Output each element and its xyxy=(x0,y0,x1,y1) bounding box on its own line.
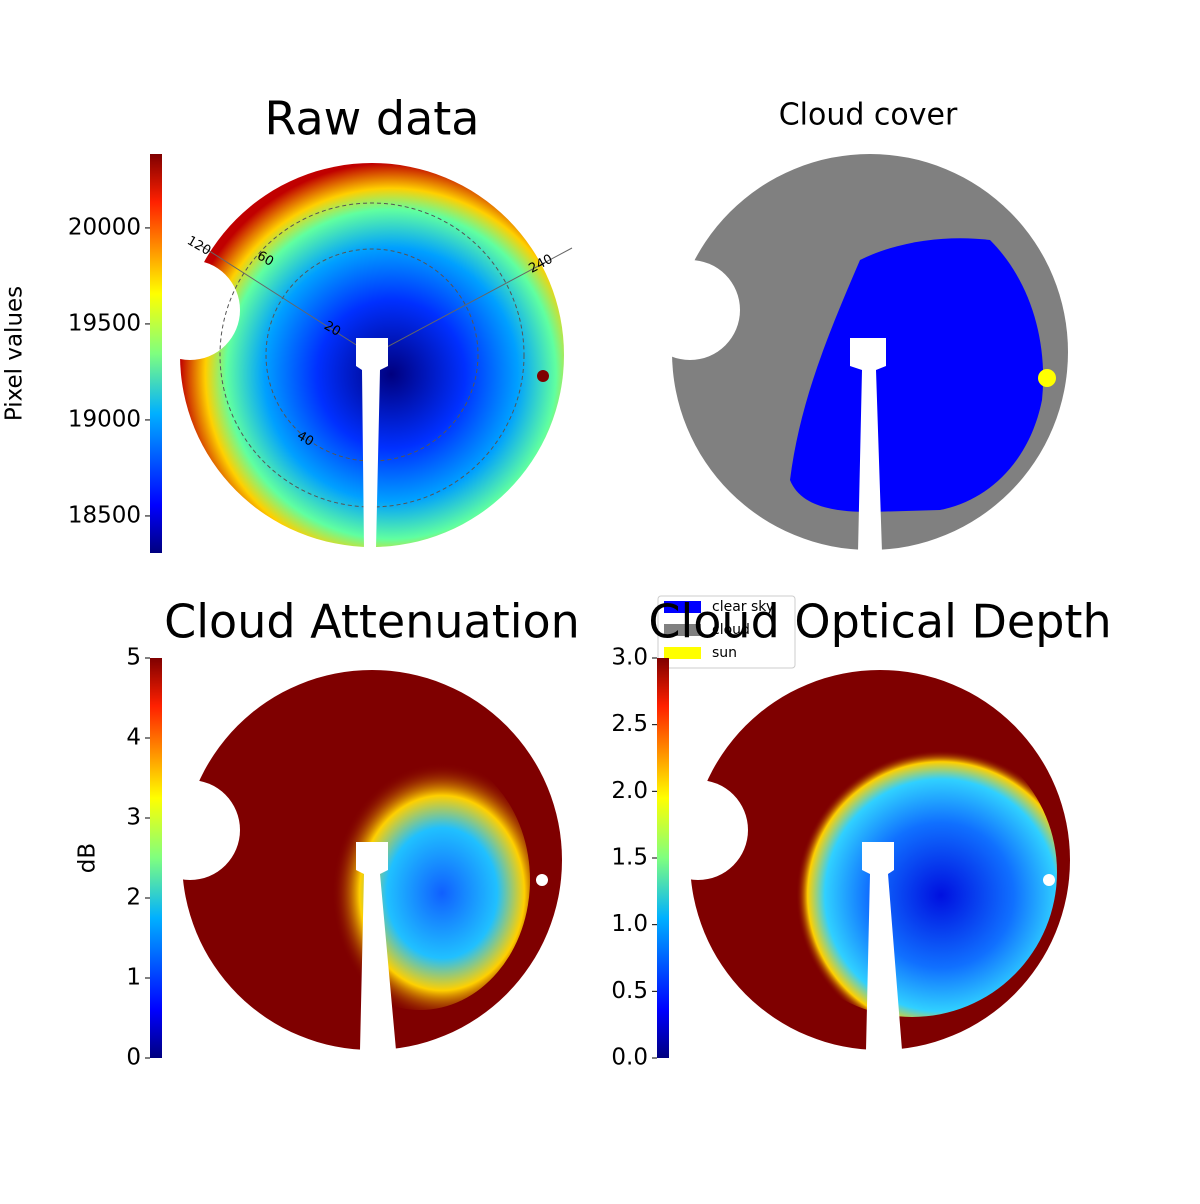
polar-label: 60 xyxy=(254,249,276,270)
tick-label: 0.0 xyxy=(611,1045,648,1071)
panel-title: Cloud Optical Depth xyxy=(648,595,1111,649)
colorbar-label: dB xyxy=(75,843,101,873)
colorbar xyxy=(150,154,162,553)
tick-label: 5 xyxy=(126,645,141,671)
tick-label: 0 xyxy=(126,1045,141,1071)
panel-title: Cloud cover xyxy=(779,98,958,133)
legend-swatch xyxy=(664,624,701,636)
tick-label: 1 xyxy=(126,965,141,991)
tick-label: 18500 xyxy=(68,502,141,528)
colorbar xyxy=(150,658,162,1058)
tick-label: 3 xyxy=(126,805,141,831)
legend-label: clear sky xyxy=(712,599,774,615)
tick-label: 2.0 xyxy=(611,778,648,804)
tick-label: 1.5 xyxy=(611,845,648,871)
colorbar xyxy=(657,658,669,1058)
panel-title: Cloud Attenuation xyxy=(164,595,580,649)
tick-label: 19500 xyxy=(68,310,141,336)
legend-label: cloud xyxy=(712,622,750,638)
cloud-cover-image xyxy=(640,154,1068,552)
tick-label: 4 xyxy=(126,725,141,751)
tick-label: 3.0 xyxy=(611,645,648,671)
tick-label: 1.0 xyxy=(611,911,648,937)
tick-label: 20000 xyxy=(68,214,141,240)
colorbar-label: Pixel values xyxy=(2,286,28,421)
legend-swatch xyxy=(664,601,701,613)
tick-label: 2.5 xyxy=(611,711,648,737)
panel-title: Raw data xyxy=(265,92,480,146)
raw-image xyxy=(140,163,573,548)
tick-label: 19000 xyxy=(68,406,141,432)
legend-swatch xyxy=(664,647,701,659)
tick-label: 2 xyxy=(126,885,141,911)
optical-depth-image xyxy=(648,670,1070,1050)
polar-label: 40 xyxy=(294,429,316,450)
tick-label: 0.5 xyxy=(611,978,648,1004)
attenuation-image xyxy=(140,670,562,1050)
polar-label: 20 xyxy=(321,319,343,340)
legend-label: sun xyxy=(712,645,737,661)
